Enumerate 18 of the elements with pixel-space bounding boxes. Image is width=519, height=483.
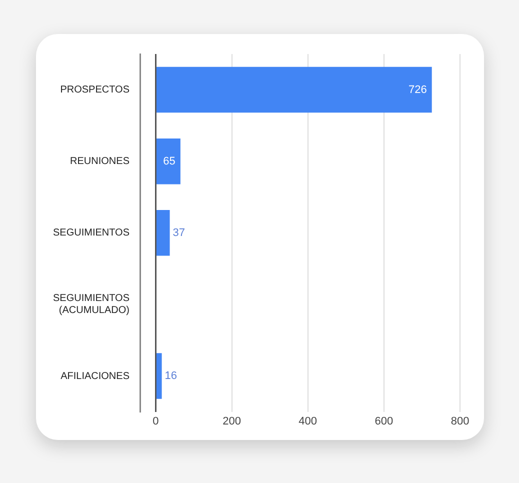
y-tick-label: REUNIONES <box>70 156 130 168</box>
x-tick-label: 600 <box>374 415 394 428</box>
x-tick-label: 200 <box>222 415 241 428</box>
bar <box>156 138 180 184</box>
y-tick-label: SEGUIMIENTOS <box>52 228 130 239</box>
data-label: 16 <box>164 370 178 382</box>
data-label: 37 <box>172 226 186 239</box>
data-label: 726 <box>408 84 427 96</box>
x-tick-label: 400 <box>298 415 318 428</box>
y-tick-label: PROSPECTOS <box>60 84 130 96</box>
bar <box>156 210 170 256</box>
x-tick-label: 0 <box>152 415 159 428</box>
y-tick-label: AFILIACIONES <box>60 370 130 382</box>
bar <box>156 353 162 399</box>
data-label: 65 <box>163 155 176 168</box>
x-tick-label: 800 <box>450 415 470 428</box>
y-tick-label: SEGUIMIENTOS (ACUMULADO) <box>52 293 130 316</box>
bar <box>156 66 432 113</box>
